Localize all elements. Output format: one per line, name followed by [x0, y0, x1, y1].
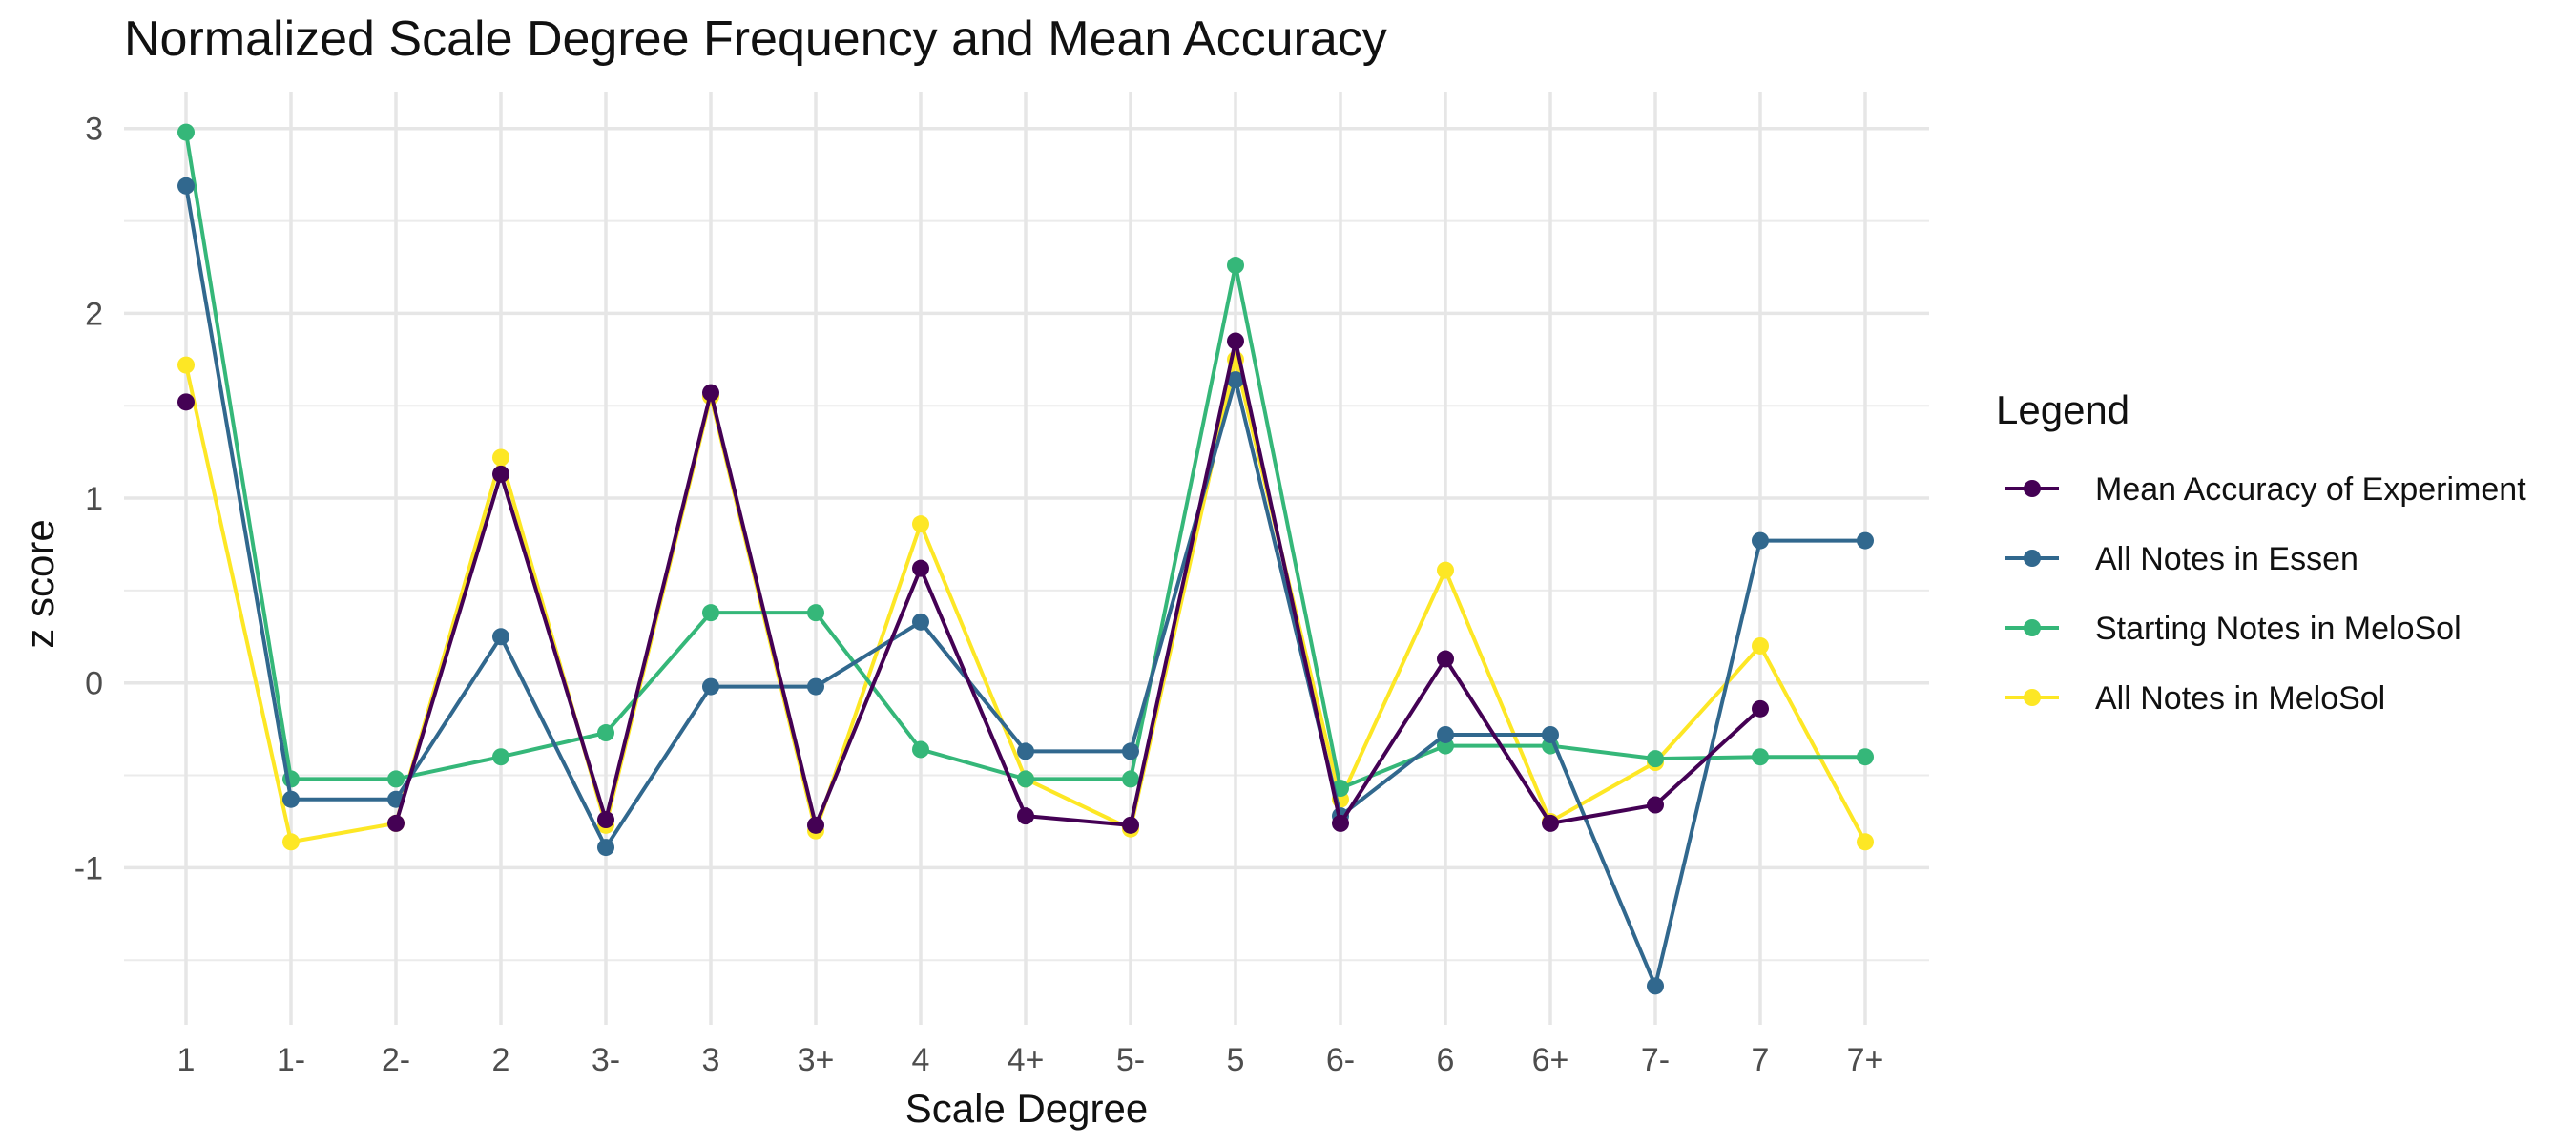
legend: Legend Mean Accuracy of Experiment All No…	[1996, 387, 2526, 717]
data-point	[1857, 748, 1874, 766]
x-tick-label: 6	[1437, 1042, 1455, 1078]
data-point	[1437, 561, 1454, 579]
data-point	[1752, 531, 1769, 550]
data-point	[1437, 725, 1454, 743]
data-point	[1647, 796, 1664, 814]
data-point	[912, 613, 929, 631]
data-point	[597, 811, 614, 829]
data-point	[492, 448, 509, 467]
data-point	[387, 814, 405, 832]
legend-title: Legend	[1996, 387, 2129, 432]
legend-label: Mean Accuracy of Experiment	[2095, 471, 2526, 508]
data-point	[1122, 770, 1139, 788]
data-point	[702, 384, 719, 402]
data-point	[1857, 531, 1874, 550]
data-point	[1122, 816, 1139, 834]
x-tick-label: 5	[1227, 1042, 1245, 1078]
x-tick-label: 4+	[1008, 1042, 1045, 1078]
legend-item: All Notes in Essen	[2005, 541, 2358, 577]
x-tick-label: 7	[1752, 1042, 1770, 1078]
x-tick-label: 5-	[1116, 1042, 1145, 1078]
y-tick-label: 0	[85, 666, 103, 702]
data-point	[912, 515, 929, 533]
data-point	[1752, 636, 1769, 655]
data-point	[1752, 748, 1769, 766]
data-point	[1017, 742, 1034, 760]
data-point	[1227, 332, 1244, 350]
legend-label: Starting Notes in MeloSol	[2095, 611, 2462, 647]
data-point	[1542, 814, 1559, 832]
legend-key-point	[2024, 619, 2041, 636]
data-point	[597, 724, 614, 742]
data-point	[492, 628, 509, 646]
x-tick-label: 6-	[1326, 1042, 1355, 1078]
data-point	[807, 604, 824, 622]
y-tick-label: -1	[74, 850, 103, 886]
data-point	[177, 356, 195, 374]
x-tick-label: 4	[912, 1042, 930, 1078]
legend-label: All Notes in MeloSol	[2095, 680, 2385, 717]
x-tick-label: 3	[702, 1042, 720, 1078]
data-point	[1857, 833, 1874, 851]
data-point	[807, 816, 824, 834]
legend-item: Mean Accuracy of Experiment	[2005, 471, 2526, 508]
data-point	[912, 740, 929, 759]
x-tick-label: 7-	[1641, 1042, 1670, 1078]
data-point	[177, 177, 195, 195]
x-tick-label: 7+	[1847, 1042, 1884, 1078]
data-point	[387, 770, 405, 788]
data-point	[1122, 742, 1139, 760]
data-point	[492, 465, 509, 483]
data-point	[1437, 650, 1454, 668]
data-point	[1542, 725, 1559, 743]
data-point	[597, 839, 614, 857]
x-tick-label: 6+	[1532, 1042, 1569, 1078]
data-point	[492, 748, 509, 766]
data-point	[1647, 750, 1664, 768]
y-tick-label: 3	[85, 112, 103, 148]
series-0	[177, 332, 1769, 834]
y-tick-label: 1	[85, 481, 103, 517]
x-tick-label: 1	[177, 1042, 196, 1078]
data-point	[177, 393, 195, 411]
data-point	[702, 677, 719, 696]
data-point	[1017, 807, 1034, 825]
chart-title: Normalized Scale Degree Frequency and Me…	[124, 11, 1387, 67]
data-point	[1227, 371, 1244, 389]
x-axis-title: Scale Degree	[905, 1086, 1148, 1131]
legend-key-point	[2024, 480, 2041, 497]
data-point	[1017, 770, 1034, 788]
legend-label: All Notes in Essen	[2095, 541, 2358, 577]
data-point	[1227, 257, 1244, 275]
y-axis-title: z score	[17, 519, 62, 648]
y-axis-ticks: -1 0 1 2 3	[74, 112, 103, 887]
legend-items: Mean Accuracy of Experiment All Notes in …	[2005, 471, 2526, 717]
data-point	[282, 790, 300, 808]
data-point	[912, 559, 929, 577]
data-point	[282, 833, 300, 851]
data-point	[1647, 977, 1664, 995]
legend-key-point	[2024, 550, 2041, 567]
data-point	[1752, 699, 1769, 718]
x-axis-ticks: 1 1- 2- 2 3- 3 3+ 4 4+ 5- 5 6- 6 6+ 7- 7 7+	[177, 1042, 1884, 1078]
legend-item: All Notes in MeloSol	[2005, 680, 2385, 717]
y-tick-label: 2	[85, 296, 103, 332]
data-point	[1332, 814, 1349, 832]
data-point	[807, 677, 824, 696]
grid-lines	[124, 92, 1929, 1025]
data-point	[177, 123, 195, 141]
x-tick-label: 3-	[592, 1042, 620, 1078]
x-tick-label: 1-	[277, 1042, 305, 1078]
x-tick-label: 3+	[798, 1042, 835, 1078]
data-point	[702, 604, 719, 622]
legend-key-point	[2024, 689, 2041, 706]
series-line	[394, 339, 1762, 827]
legend-item: Starting Notes in MeloSol	[2005, 611, 2462, 647]
series-layer	[177, 123, 1874, 995]
x-tick-label: 2	[492, 1042, 510, 1078]
plot-panel	[124, 92, 1929, 1025]
x-tick-label: 2-	[382, 1042, 410, 1078]
